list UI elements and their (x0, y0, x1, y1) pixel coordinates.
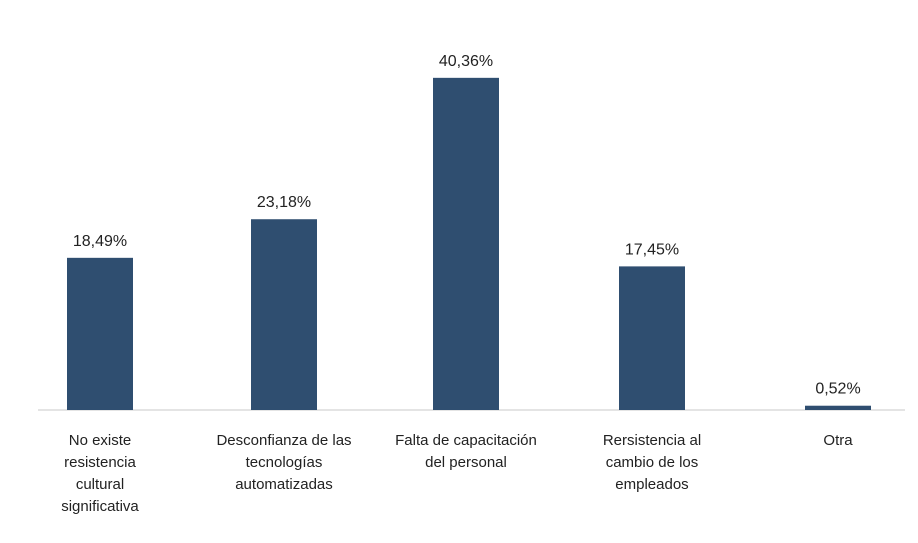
bar (619, 266, 685, 410)
data-label: 40,36% (439, 53, 493, 70)
x-tick-label: Rersistencia al cambio de los empleados (602, 432, 702, 493)
x-tick-label: No existe resistencia cultural significa… (61, 432, 139, 515)
x-tick-label: Otra (823, 432, 853, 449)
bar (805, 405, 871, 410)
x-tick-label: Falta de capacitación del personal (395, 432, 537, 471)
bar (67, 257, 133, 410)
bar (251, 219, 317, 410)
x-tick-label: Desconfianza de las tecnologías automati… (216, 432, 352, 493)
data-label: 18,49% (73, 233, 127, 250)
data-label: 0,52% (815, 381, 860, 398)
data-label: 17,45% (625, 241, 679, 258)
data-label: 23,18% (257, 194, 311, 211)
bar (433, 77, 499, 411)
